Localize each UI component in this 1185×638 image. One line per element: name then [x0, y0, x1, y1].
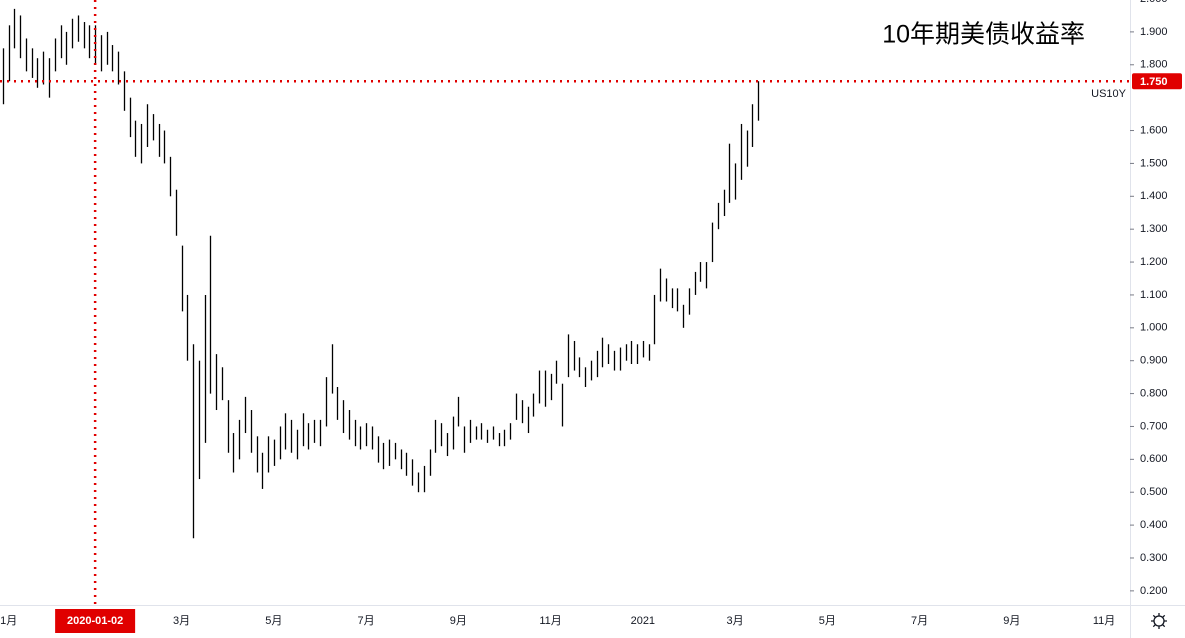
y-tick-label: 1.900	[1140, 26, 1168, 38]
y-tick-label: 1.800	[1140, 59, 1168, 71]
y-tick-label: 1.000	[1140, 322, 1168, 334]
x-tick-label: 7月	[358, 615, 375, 627]
symbol-label: US10Y	[1091, 88, 1127, 100]
y-tick-label: 0.300	[1140, 552, 1168, 564]
y-tick-label: 0.900	[1140, 355, 1168, 367]
gear-teeth	[1151, 613, 1167, 629]
y-tick-label: 2.000	[1140, 0, 1168, 5]
y-tick-label: 0.800	[1140, 387, 1168, 399]
x-tick-label: 11月	[539, 615, 561, 627]
x-tick-label: 5月	[265, 615, 282, 627]
x-tick-label: 9月	[1003, 615, 1020, 627]
crosshair-y-label: 1.750	[1140, 76, 1168, 88]
x-tick-label: 1月	[0, 615, 17, 627]
x-tick-label: 3月	[727, 615, 744, 627]
chart-title: 10年期美债收益率	[882, 21, 1085, 49]
x-tick-label: 5月	[819, 615, 836, 627]
x-tick-label: 7月	[911, 615, 928, 627]
y-tick-label: 1.600	[1140, 124, 1168, 136]
crosshair-x-label-box	[55, 609, 136, 633]
x-tick-label: 2021	[631, 615, 655, 627]
y-tick-label: 0.500	[1140, 486, 1168, 498]
y-tick-label: 1.100	[1140, 289, 1168, 301]
y-tick-label: 1.500	[1140, 157, 1168, 169]
settings-icon[interactable]	[1151, 613, 1167, 629]
y-tick-label: 1.400	[1140, 190, 1168, 202]
x-tick-label: 3月	[173, 615, 190, 627]
crosshair-x-label: 2020-01-02	[67, 615, 123, 627]
crosshair-y-label-box	[1132, 73, 1182, 90]
y-tick-label: 0.700	[1140, 420, 1168, 432]
x-tick-label: 9月	[450, 615, 467, 627]
y-tick-label: 0.200	[1140, 585, 1168, 597]
y-tick-label: 1.300	[1140, 223, 1168, 235]
x-tick-label: 11月	[1093, 615, 1115, 627]
y-tick-label: 0.600	[1140, 453, 1168, 465]
y-tick-label: 0.400	[1140, 519, 1168, 531]
y-tick-label: 1.200	[1140, 256, 1168, 268]
